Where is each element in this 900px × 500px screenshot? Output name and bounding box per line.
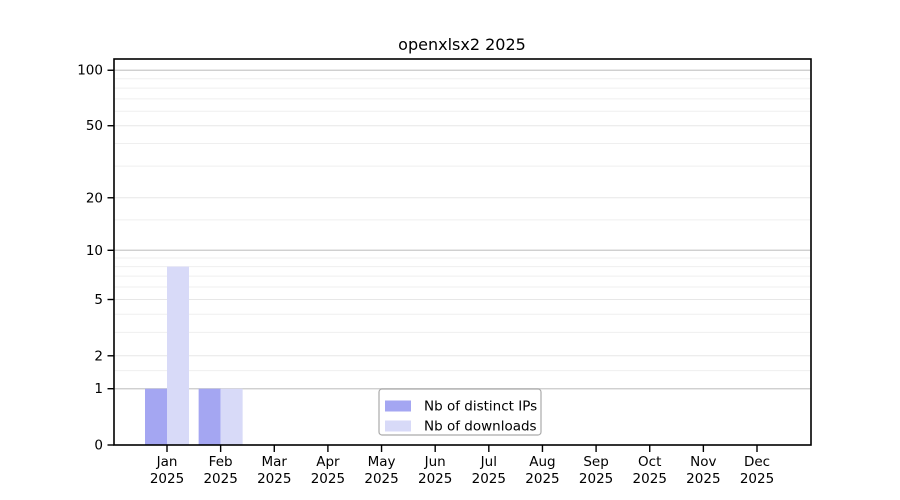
bar-nb-of-downloads-feb (220, 388, 243, 445)
y-tick-label: 50 (86, 118, 103, 134)
x-tick-label-year: 2025 (579, 471, 613, 487)
legend-swatch-distinct-ips (385, 400, 411, 412)
gridlines-layer (114, 69, 811, 390)
plot-frame (113, 58, 812, 446)
bar-nb-of-downloads-jan (167, 266, 189, 445)
x-tick-label-month: Aug (529, 454, 555, 470)
plot-frame-layer (113, 58, 812, 446)
x-tick-label-year: 2025 (633, 471, 667, 487)
bars-layer (145, 266, 243, 445)
chart-title: openxlsx2 2025 (398, 35, 526, 54)
x-tick-label-year: 2025 (150, 471, 184, 487)
x-tick-label-month: Apr (316, 454, 340, 470)
y-tick-label: 0 (94, 438, 103, 454)
x-tick-label-year: 2025 (472, 471, 506, 487)
legend-label-distinct-ips: Nb of distinct IPs (424, 399, 537, 415)
bar-nb-of-distinct-ips-jan (145, 388, 167, 445)
y-tick-label: 5 (94, 292, 103, 308)
x-tick-label-month: May (368, 454, 396, 470)
legend-box (378, 388, 542, 436)
legend-swatch-downloads (385, 420, 411, 432)
x-tick-label-month: Mar (262, 454, 288, 470)
x-tick-label-year: 2025 (740, 471, 774, 487)
x-tick-label-month: Jun (424, 454, 446, 470)
x-tick-label-year: 2025 (364, 471, 398, 487)
y-tick-label: 10 (86, 243, 103, 259)
x-tick-label-year: 2025 (686, 471, 720, 487)
x-tick-label-month: Feb (209, 454, 233, 470)
x-tick-label-year: 2025 (525, 471, 559, 487)
x-tick-label-year: 2025 (257, 471, 291, 487)
y-tick-label: 20 (86, 190, 103, 206)
y-tick-label: 100 (77, 63, 103, 79)
x-tick-label-year: 2025 (418, 471, 452, 487)
x-tick-label-month: Jan (156, 454, 178, 470)
y-tick-label: 2 (94, 348, 103, 364)
y-tick-label: 1 (94, 381, 103, 397)
x-tick-label-month: Dec (744, 454, 770, 470)
axes-layer: 0125102050100Jan2025Feb2025Mar2025Apr202… (77, 63, 774, 487)
x-tick-label-year: 2025 (311, 471, 345, 487)
bar-nb-of-distinct-ips-feb (198, 388, 221, 445)
legend: Nb of distinct IPs Nb of downloads (378, 388, 542, 436)
x-tick-label-year: 2025 (203, 471, 237, 487)
x-tick-label-month: Sep (583, 454, 608, 470)
x-tick-label-month: Nov (690, 454, 716, 470)
legend-label-downloads: Nb of downloads (424, 419, 537, 435)
x-tick-label-month: Oct (638, 454, 661, 470)
x-tick-label-month: Jul (480, 454, 497, 470)
